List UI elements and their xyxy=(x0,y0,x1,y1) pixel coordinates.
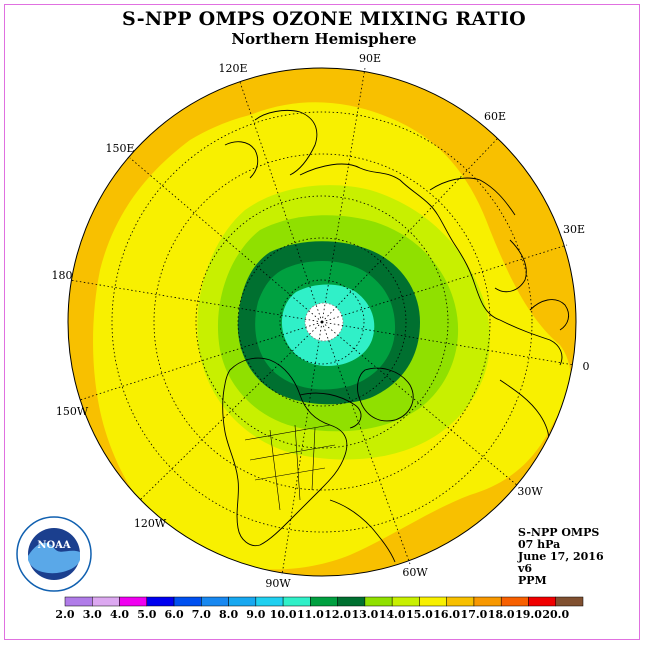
lon-label-30e: 30E xyxy=(563,223,585,236)
noaa-logo-wave xyxy=(28,542,80,574)
noaa-logo: NOAA xyxy=(16,516,92,592)
info-panel: S-NPP OMPS 07 hPa June 17, 2016 v6 PPM xyxy=(518,527,604,587)
iberia-coast xyxy=(529,299,570,331)
greenland-coast xyxy=(357,367,414,422)
lat-circle-80 xyxy=(279,279,365,365)
figure-frame xyxy=(4,4,640,640)
meridian-90e xyxy=(321,67,366,323)
coastlines xyxy=(222,109,570,563)
map-boundary xyxy=(67,67,577,577)
lon-label-30w: 30W xyxy=(517,485,543,498)
meridian-30w xyxy=(321,321,519,487)
scandinavia-coast xyxy=(494,239,527,293)
lat-circle-70 xyxy=(237,237,407,407)
info-version: v6 xyxy=(518,562,533,575)
info-units: PPM xyxy=(518,574,547,587)
meridian-60w xyxy=(321,321,411,565)
japan-coast xyxy=(224,141,259,179)
asia-east-coast xyxy=(254,109,318,176)
polar-no-data xyxy=(305,303,343,341)
info-level: 07 hPa xyxy=(518,538,561,551)
map-title: S-NPP OMPS OZONE MIXING RATIO xyxy=(121,8,527,30)
lon-label-120e: 120E xyxy=(218,62,247,75)
central-america-coast xyxy=(329,499,396,563)
us-state-lines xyxy=(244,424,336,511)
lon-label-90e: 90E xyxy=(359,52,381,65)
lat-circle-50 xyxy=(153,153,491,491)
europe-coast xyxy=(429,177,516,216)
lon-label-150e: 150E xyxy=(105,142,134,155)
meridian-180 xyxy=(69,279,323,323)
lon-label-60w: 60W xyxy=(402,566,428,579)
lon-label-90w: 90W xyxy=(265,577,291,590)
longitude-labels: 90E 60E 30E 0 30W 60W 90W 120W 150W 180 … xyxy=(52,52,590,590)
meridian-0 xyxy=(321,321,575,366)
lon-label-120w: 120W xyxy=(134,517,167,530)
info-date: June 17, 2016 xyxy=(518,550,604,563)
meridian-60e xyxy=(321,137,499,323)
latitude-circles xyxy=(111,111,533,533)
noaa-logo-text: NOAA xyxy=(37,540,71,551)
lon-label-0: 0 xyxy=(583,360,590,373)
eurasia-coast xyxy=(299,163,563,366)
ozone-field xyxy=(68,68,576,576)
lon-label-150w: 150W xyxy=(56,405,89,418)
lon-label-60e: 60E xyxy=(484,110,506,123)
meridians xyxy=(69,67,575,576)
meridian-120w xyxy=(139,321,323,501)
info-instrument: S-NPP OMPS xyxy=(518,526,600,539)
hudson-bay-coast xyxy=(299,392,362,429)
meridian-30e xyxy=(321,244,568,323)
lat-circle-60 xyxy=(195,195,449,449)
meridian-90w xyxy=(281,321,323,576)
lat-circle-40 xyxy=(111,111,533,533)
lon-label-180: 180 xyxy=(52,269,73,282)
polar-no-data-edge xyxy=(304,302,344,342)
map-subtitle: Northern Hemisphere xyxy=(231,30,417,48)
